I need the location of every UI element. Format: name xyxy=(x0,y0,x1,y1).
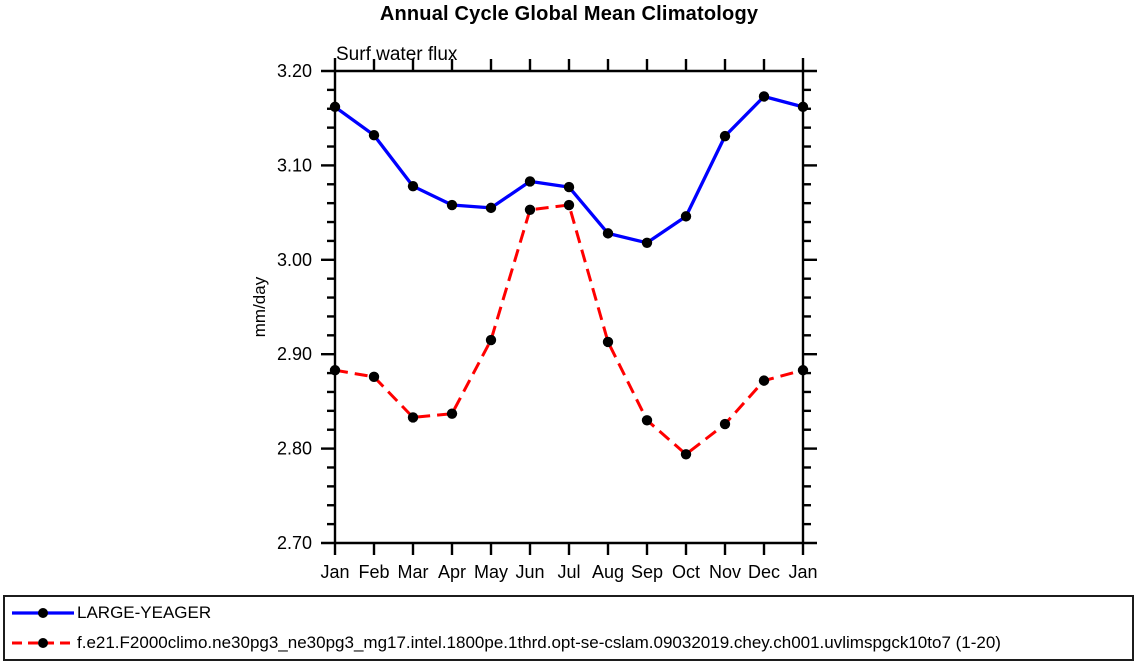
legend-label: LARGE-YEAGER xyxy=(77,603,212,622)
svg-text:Aug: Aug xyxy=(592,562,624,582)
legend-entry-large-yeager: LARGE-YEAGER xyxy=(11,600,1132,626)
svg-text:May: May xyxy=(474,562,508,582)
chart-title: Annual Cycle Global Mean Climatology xyxy=(379,3,759,25)
svg-text:Apr: Apr xyxy=(438,562,466,582)
legend-entry-model-run: f.e21.F2000climo.ne30pg3_ne30pg3_mg17.in… xyxy=(11,630,1132,656)
svg-text:Mar: Mar xyxy=(398,562,429,582)
legend-line-sample-solid xyxy=(12,608,74,618)
svg-text:3.20: 3.20 xyxy=(277,61,312,81)
svg-text:Nov: Nov xyxy=(709,562,741,582)
legend-box: LARGE-YEAGER f.e21.F2000climo.ne30pg3_ne… xyxy=(3,595,1134,661)
svg-text:Jul: Jul xyxy=(557,562,580,582)
svg-text:Jan: Jan xyxy=(320,562,349,582)
svg-text:Feb: Feb xyxy=(358,562,389,582)
legend-line-sample-dashed xyxy=(12,638,74,648)
svg-text:Jun: Jun xyxy=(515,562,544,582)
legend-label: f.e21.F2000climo.ne30pg3_ne30pg3_mg17.in… xyxy=(77,633,1001,652)
svg-text:2.90: 2.90 xyxy=(277,344,312,364)
svg-text:Oct: Oct xyxy=(672,562,700,582)
svg-text:Sep: Sep xyxy=(631,562,663,582)
svg-text:3.00: 3.00 xyxy=(277,250,312,270)
svg-text:3.10: 3.10 xyxy=(277,155,312,175)
svg-text:Dec: Dec xyxy=(748,562,780,582)
svg-text:2.80: 2.80 xyxy=(277,439,312,459)
svg-text:2.70: 2.70 xyxy=(277,533,312,553)
svg-text:Jan: Jan xyxy=(788,562,817,582)
chart-subtitle: Surf water flux xyxy=(336,44,458,65)
